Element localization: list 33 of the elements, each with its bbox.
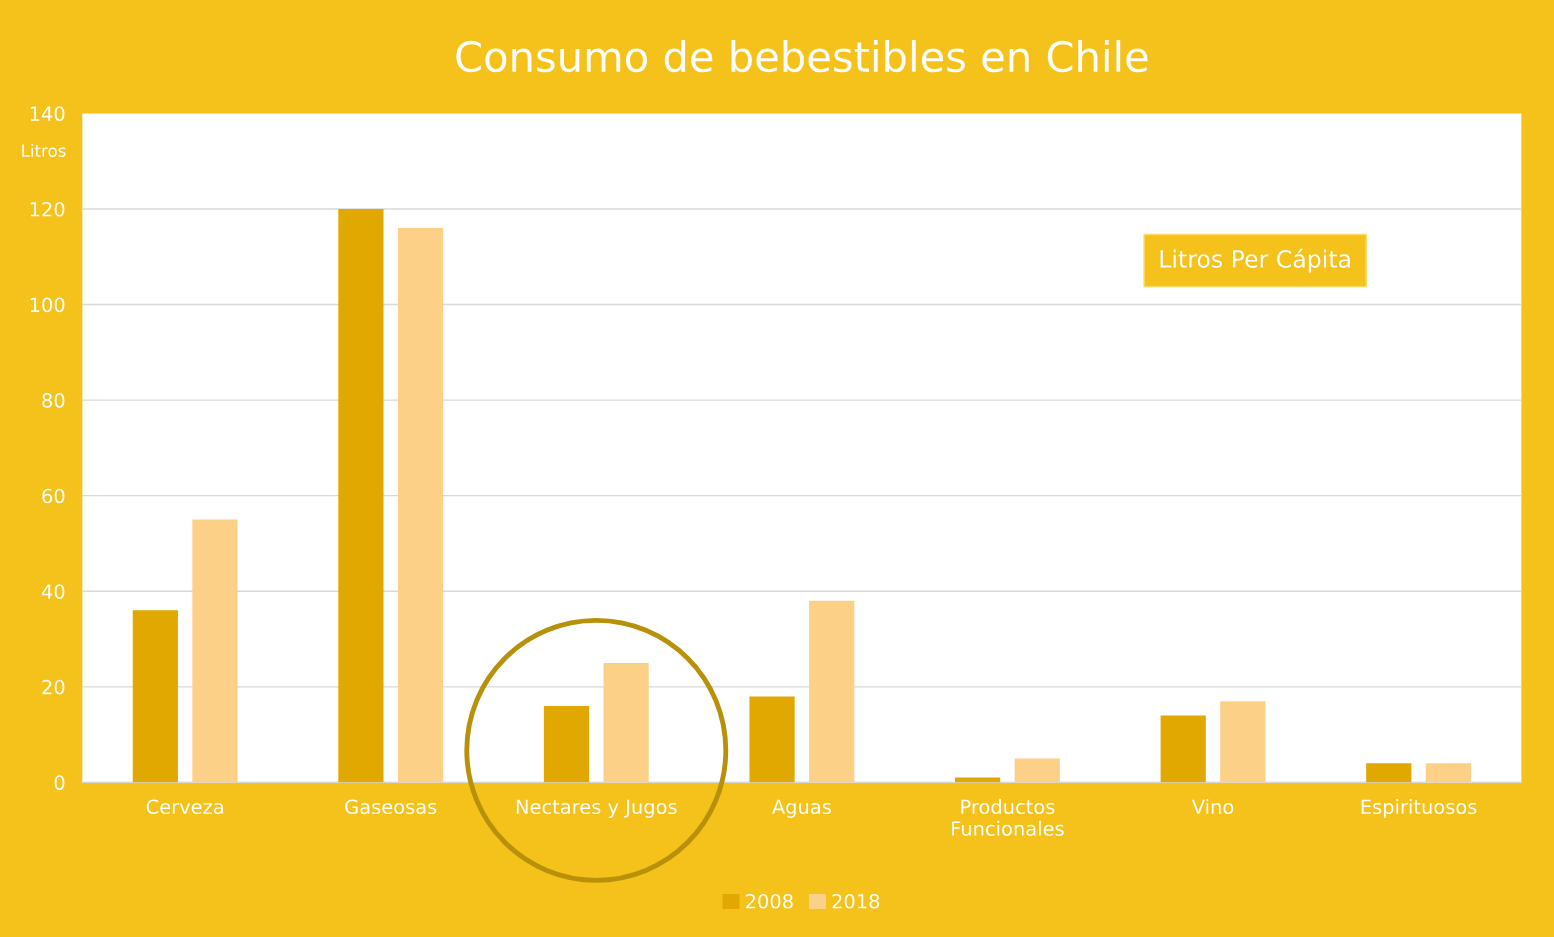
y-tick-label: 60: [42, 488, 65, 504]
bar: [1160, 715, 1206, 783]
annotation: Litros Per Cápita: [1160, 248, 1350, 273]
bar: [603, 662, 649, 783]
x-tick-label: Productos Funcionales: [952, 799, 1064, 836]
bar: [397, 228, 444, 783]
x-tick-label: Aguas: [772, 799, 831, 818]
bar: [132, 610, 178, 783]
x-tick-label: Gaseosas: [345, 799, 437, 815]
y-tick-label: 40: [41, 584, 65, 599]
x-tick-label: Nectares y Jugos: [516, 799, 677, 818]
y-tick-label: 120: [30, 201, 65, 217]
y-tick-label: 80: [42, 393, 65, 408]
bar: [543, 705, 590, 783]
bar: [749, 696, 795, 783]
y-tick-label: 100: [30, 297, 65, 313]
bar: [192, 519, 238, 783]
bar: [1366, 763, 1412, 783]
legend-label: 2018: [832, 893, 880, 909]
x-tick-label: Cerveza: [146, 799, 223, 815]
bar: [1014, 758, 1060, 783]
bar: [1220, 701, 1266, 783]
y-tick-label: 0: [54, 775, 65, 791]
y-axis-title: Litros: [22, 144, 66, 157]
bar: [338, 208, 384, 783]
y-tick-label: 140: [30, 106, 65, 122]
legend-label: 2008: [746, 893, 793, 909]
bar: [809, 600, 855, 783]
y-tick-label: 20: [42, 679, 65, 695]
bar: [1425, 763, 1471, 783]
chart-title: Consumo de bebestibles en Chile: [456, 40, 1148, 73]
x-tick-label: Espirituosos: [1361, 799, 1477, 818]
x-tick-label: Vino: [1191, 799, 1234, 815]
